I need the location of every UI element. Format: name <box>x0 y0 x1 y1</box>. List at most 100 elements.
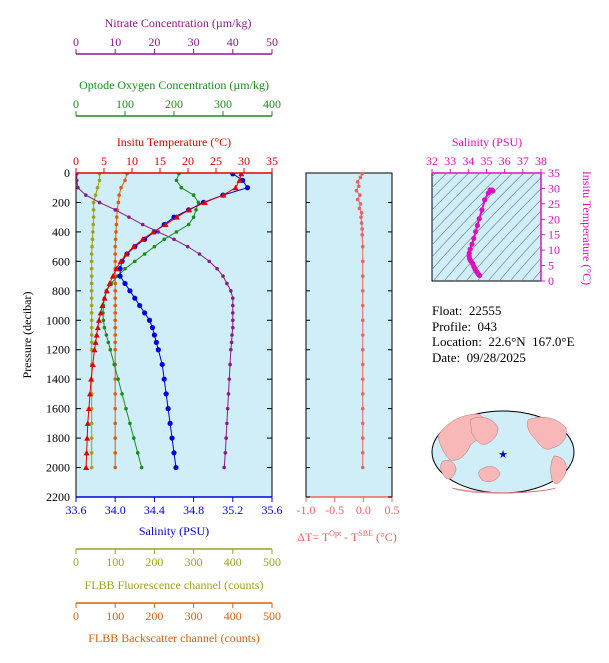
ts-density-contour <box>454 188 541 281</box>
ts-salinity-tick-label: 35 <box>481 154 493 168</box>
delta-t-point <box>359 215 363 219</box>
salinity-tick-label: 35.6 <box>262 503 283 517</box>
delta-t-point <box>360 377 365 381</box>
backscatter-point <box>113 465 117 470</box>
oxygen-point <box>116 377 120 381</box>
fluorescence-point <box>89 296 94 300</box>
backscatter-point <box>113 377 117 381</box>
delta-t-point <box>360 303 365 308</box>
delta-t-point <box>359 221 364 225</box>
oxygen-point <box>135 451 140 455</box>
oxygen-tick-label: 0 <box>73 97 79 111</box>
fluorescence-point <box>89 451 94 455</box>
map-land-south-america <box>550 455 567 484</box>
backscatter-point <box>113 303 117 308</box>
float-location-map: ★ <box>431 410 575 494</box>
temperature-tick-label: 0 <box>73 154 79 168</box>
fluorescence-point <box>93 193 98 197</box>
delta-t-plot-area <box>305 172 393 498</box>
ts-salinity-tick-label: 37 <box>517 154 529 168</box>
backscatter-point <box>113 451 117 455</box>
nitrate-axis: 0 10 20 30 40 50 <box>73 35 278 55</box>
fluorescence-point <box>89 252 94 256</box>
delta-t-point <box>360 259 365 264</box>
oxygen-point <box>186 222 191 227</box>
delta-t-axis: -1.0 -0.5 0.0 0.5 <box>297 172 400 517</box>
oxygen-point <box>196 200 201 205</box>
salinity-point <box>155 347 161 353</box>
fluorescence-point <box>89 274 94 278</box>
ts-salinity-tick-label: 36 <box>499 154 511 168</box>
delta-t-plot-marks <box>354 171 365 470</box>
salinity-point <box>142 310 148 316</box>
ts-plot-area <box>431 172 542 282</box>
salinity-tick-label: 34.8 <box>183 503 204 517</box>
oxygen-point <box>162 237 166 242</box>
salinity-point <box>163 391 169 397</box>
temperature-point <box>92 339 99 345</box>
ts-point <box>471 235 477 242</box>
temperature-tick-label: 25 <box>210 154 222 168</box>
delta-t-point <box>355 180 360 184</box>
fluorescence-tick-label: 300 <box>185 555 203 569</box>
oxygen-point <box>120 392 124 396</box>
nitrate-point <box>226 392 231 396</box>
oxygen-point <box>104 333 109 337</box>
nitrate-point <box>229 289 233 293</box>
delta-t-label-superscript: SBE <box>358 529 373 538</box>
ts-point <box>487 187 493 193</box>
backscatter-point <box>113 333 117 337</box>
ts-temperature-tick-label: 30 <box>548 181 560 195</box>
temperature-point <box>85 405 92 412</box>
temperature-point <box>91 346 98 353</box>
fluorescence-point <box>89 421 94 426</box>
salinity-point <box>149 325 156 331</box>
float-location: Location: 22.6°N 167.0°E <box>432 334 575 349</box>
fluorescence-point <box>89 333 94 337</box>
pressure-axis-label: Pressure (decibar) <box>20 292 34 379</box>
ts-density-contour <box>509 245 541 281</box>
ts-temperature-tick-label: 5 <box>548 259 554 273</box>
fluorescence-point <box>91 230 95 234</box>
temperature-point <box>101 295 108 301</box>
delta-t-tick-label: 0.5 <box>385 503 400 517</box>
backscatter-point <box>123 178 127 183</box>
backscatter-tick-label: 200 <box>145 609 163 623</box>
nitrate-point <box>231 296 235 300</box>
backscatter-tick-label: 400 <box>224 609 242 623</box>
delta-t-point <box>360 171 364 176</box>
ts-point <box>466 250 472 256</box>
salinity-point <box>127 288 133 294</box>
ts-density-contour <box>487 222 541 281</box>
ts-point <box>482 197 488 203</box>
profile-date: Date: 09/28/2025 <box>432 349 526 365</box>
fluorescence-point <box>91 208 96 212</box>
nitrate-tick-label: 0 <box>73 35 79 49</box>
nitrate-tick-label: 20 <box>148 35 160 49</box>
backscatter-tick-label: 100 <box>106 609 124 623</box>
temperature-tick-label: 35 <box>266 154 278 168</box>
ts-density-contour <box>465 199 541 281</box>
fluorescence-tick-label: 200 <box>145 555 163 569</box>
fluorescence-point <box>90 244 94 249</box>
nitrate-tick-label: 40 <box>227 35 239 49</box>
temperature-series <box>83 173 245 471</box>
ts-point <box>474 222 481 229</box>
ts-density-contour <box>531 270 541 281</box>
fluorescence-point <box>89 318 94 323</box>
delta-t-point <box>354 188 359 193</box>
temperature-point <box>186 206 193 213</box>
salinity-point <box>171 450 177 456</box>
nitrate-point <box>229 347 233 352</box>
nitrate-point <box>231 318 235 323</box>
fluorescence-tick-label: 100 <box>106 555 124 569</box>
nitrate-point <box>156 230 161 234</box>
fluorescence-point <box>90 237 95 242</box>
ts-density-contour <box>535 153 609 291</box>
delta-t-label-text: ΔT= T <box>297 530 330 544</box>
fluorescence-point <box>89 311 94 315</box>
nitrate-point <box>227 377 232 381</box>
backscatter-point <box>113 340 117 345</box>
backscatter-point <box>113 392 117 396</box>
temperature-point <box>238 173 245 177</box>
